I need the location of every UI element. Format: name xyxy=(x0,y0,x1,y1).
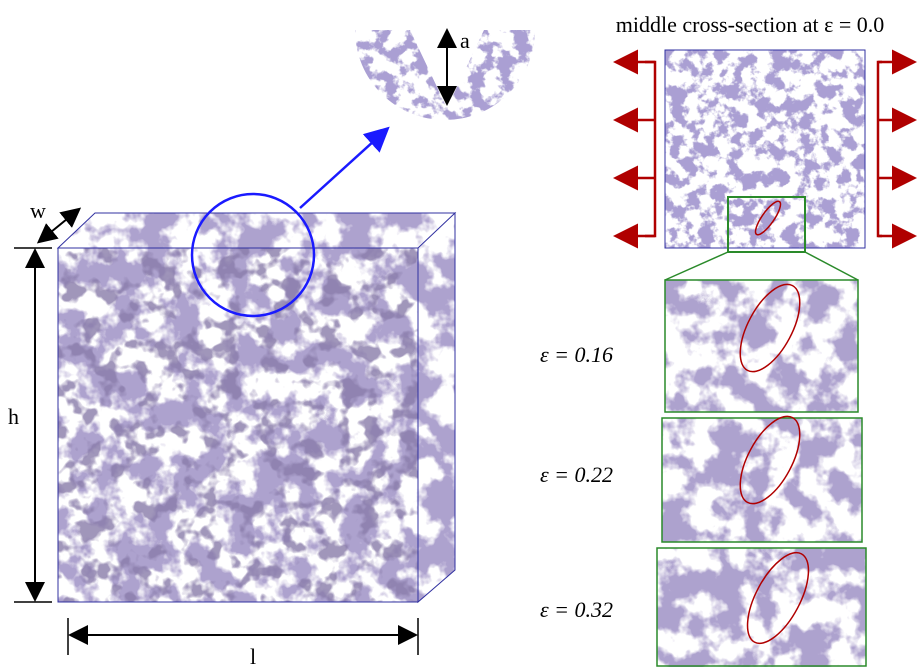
strain-panel: ε = 0.32 xyxy=(540,544,866,667)
strain-label: ε = 0.22 xyxy=(540,462,613,487)
strain-panel: ε = 0.16 xyxy=(540,275,858,412)
cross-section-title: middle cross-section at ε = 0.0 xyxy=(616,12,884,37)
length-label: l xyxy=(250,644,256,667)
strain-label: ε = 0.16 xyxy=(540,342,613,367)
panel-texture xyxy=(662,418,862,542)
strain-label: ε = 0.32 xyxy=(540,597,613,622)
zoom-arrow xyxy=(300,130,386,208)
zoom-view xyxy=(355,30,535,122)
width-label: w xyxy=(30,198,46,223)
figure: h l w a middle cross-section at ε = 0.0 … xyxy=(0,0,920,667)
zoom-line xyxy=(665,252,728,280)
panel-texture xyxy=(657,548,866,667)
porous-box xyxy=(58,213,455,602)
zoom-line xyxy=(805,252,858,280)
strain-panel: ε = 0.22 xyxy=(540,407,862,542)
box-shade xyxy=(58,248,418,602)
panel-texture xyxy=(665,280,858,412)
notch-label: a xyxy=(460,28,470,53)
height-label: h xyxy=(8,404,19,429)
cross-section-texture xyxy=(665,50,865,248)
